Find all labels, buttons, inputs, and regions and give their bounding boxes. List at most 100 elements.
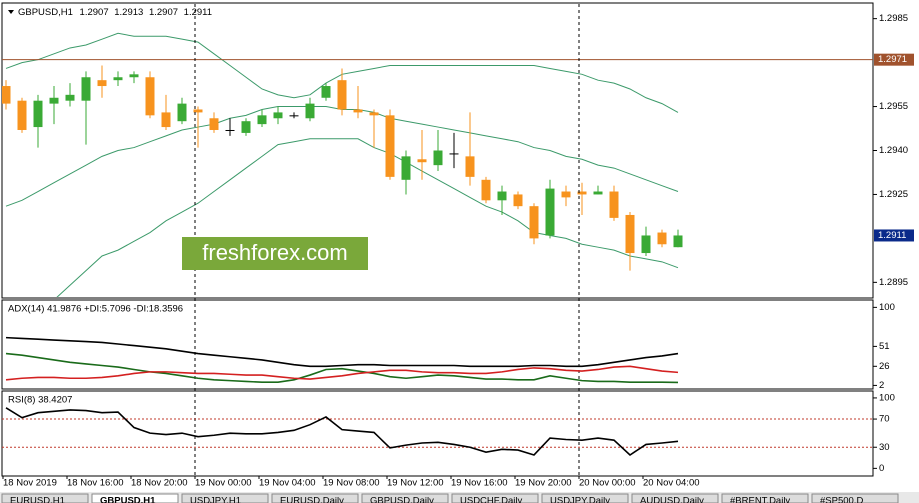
candle-body: [49, 97, 59, 104]
candle-body: [657, 232, 667, 245]
current-price-box: [874, 229, 914, 242]
close: 1.2911: [184, 7, 212, 18]
tab-label[interactable]: USDJPY,Daily: [550, 496, 610, 503]
y-tick-label: 1.2895: [879, 277, 908, 288]
candle-body: [673, 235, 683, 248]
y-tick-label: 100: [879, 392, 895, 403]
tab-label[interactable]: USDCHF,Daily: [460, 496, 523, 503]
y-tick-label: 70: [879, 414, 890, 425]
candle-body: [465, 156, 475, 177]
y-tick-label: 1.2925: [879, 189, 908, 200]
x-tick-label: 19 Nov 00:00: [195, 478, 252, 489]
indicator-line: [5, 365, 679, 381]
tab[interactable]: [91, 493, 179, 503]
candle-body: [545, 188, 555, 236]
candle-body: [497, 191, 507, 201]
price-level-box: [874, 53, 914, 66]
y-tick-label: 0: [879, 463, 884, 474]
y-tick-label: 1.2985: [879, 13, 908, 24]
candle-body: [529, 206, 539, 239]
candle-body: [385, 115, 395, 177]
indicator-line: [56, 138, 679, 297]
rsi-panel: [1, 390, 874, 477]
tab[interactable]: [181, 493, 269, 503]
adx-panel: [1, 299, 874, 390]
tab-label[interactable]: EURUSD,Daily: [280, 496, 344, 503]
tab-label[interactable]: GBPUSD,Daily: [370, 496, 434, 503]
candle-body: [417, 159, 427, 163]
tab[interactable]: [541, 493, 629, 503]
candle-body: [2, 86, 11, 104]
candle-body: [481, 179, 491, 201]
candle-body: [129, 74, 139, 78]
candle-body: [225, 129, 235, 131]
tab[interactable]: [451, 493, 539, 503]
candle-body: [321, 86, 331, 98]
x-tick-label: 18 Nov 20:00: [131, 478, 188, 489]
tab-label[interactable]: AUDUSD,Daily: [640, 496, 704, 503]
indicator-line: [5, 407, 679, 456]
indicator-line: [5, 352, 679, 384]
y-tick-label: 30: [879, 442, 890, 453]
candle-body: [561, 191, 571, 198]
y-tick-label: 26: [879, 361, 890, 372]
y-tick-label: 1.2955: [879, 101, 908, 112]
candle-body: [577, 191, 587, 195]
indicator-line: [5, 336, 679, 368]
high: 1.2913: [114, 7, 143, 18]
candle-body: [289, 115, 299, 117]
tab-label[interactable]: EURUSD,H1: [10, 496, 65, 503]
candle-body: [17, 100, 27, 130]
x-tick-label: 19 Nov 12:00: [387, 478, 444, 489]
tab-label[interactable]: #SP500,D: [820, 496, 863, 503]
main-plot: [2, 32, 873, 297]
watermark-box: [182, 237, 368, 270]
x-tick-label: 19 Nov 04:00: [259, 478, 316, 489]
low: 1.2907: [149, 7, 178, 18]
tab-label[interactable]: GBPUSD,H1: [100, 496, 156, 503]
x-tick-label: 20 Nov 04:00: [643, 478, 700, 489]
candle-body: [513, 194, 523, 207]
chart-header: GBPUSD,H1 1.2907 1.2913 1.2907 1.2911: [18, 7, 212, 18]
tab-label[interactable]: #BRENT,Daily: [730, 496, 790, 503]
tab[interactable]: [811, 493, 899, 503]
y-tick-label: 1.2940: [879, 145, 908, 156]
watermark: freshforex.com: [202, 240, 348, 265]
candle-body: [241, 121, 251, 133]
menu-arrow[interactable]: [8, 10, 14, 14]
candle-body: [65, 94, 75, 101]
y-tick-label: 2: [879, 380, 884, 391]
adx-title: ADX(14) 41.9876 +DI:5.7096 -DI:18.3596: [8, 304, 183, 315]
rsi-title: RSI(8) 38.4207: [8, 395, 72, 406]
candle-body: [273, 112, 283, 119]
open: 1.2907: [80, 7, 109, 18]
candle-body: [209, 118, 219, 130]
candle-body: [193, 109, 203, 113]
candle-body: [97, 80, 107, 87]
y-tick-label: 100: [879, 302, 895, 313]
candle-body: [305, 103, 315, 119]
x-tick-label: 19 Nov 08:00: [323, 478, 380, 489]
price-level-label: 1.2971: [878, 54, 907, 65]
candle-body: [609, 191, 619, 218]
candle-body: [257, 115, 267, 125]
tab[interactable]: [1, 493, 89, 503]
tab-label[interactable]: USDJPY,H1: [190, 496, 241, 503]
candle-body: [625, 214, 635, 254]
tab[interactable]: [631, 493, 719, 503]
tab[interactable]: [271, 493, 359, 503]
tab[interactable]: [721, 493, 809, 503]
candle-body: [177, 103, 187, 122]
candle-body: [641, 235, 651, 254]
symbol: GBPUSD,H1: [18, 7, 73, 18]
candle-body: [337, 80, 347, 110]
tab[interactable]: [361, 493, 449, 503]
overlay: GBPUSD,H1 1.2907 1.2913 1.2907 1.2911 fr…: [8, 7, 368, 406]
x-tick-label: 20 Nov 00:00: [579, 478, 636, 489]
candle-body: [433, 150, 443, 166]
y-tick-label: 51: [879, 341, 890, 352]
candle-body: [449, 153, 459, 155]
candle-body: [353, 109, 363, 113]
x-tick-label: 19 Nov 20:00: [515, 478, 572, 489]
